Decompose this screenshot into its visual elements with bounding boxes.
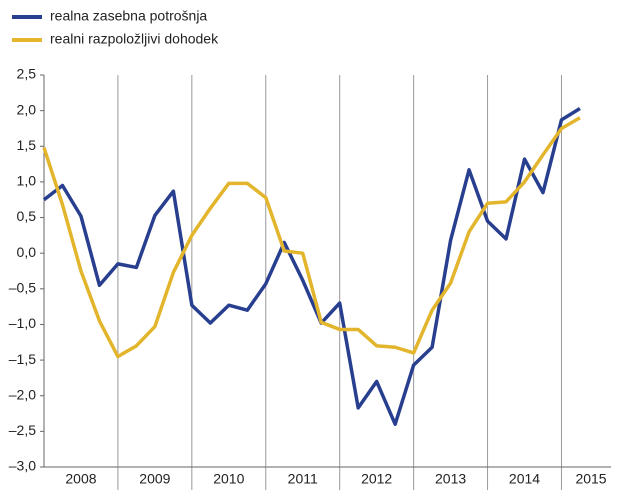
x-tick-label: 2011 <box>288 471 318 487</box>
x-tick-label: 2013 <box>435 471 466 487</box>
series-line <box>42 116 581 359</box>
x-tick-label: 2009 <box>139 471 170 487</box>
y-tick-label: 2,5 <box>17 66 37 82</box>
y-tick-label: –2,0 <box>9 386 36 402</box>
x-tick-label: 2014 <box>509 471 540 487</box>
y-tick-label: –1,0 <box>9 315 36 331</box>
legend-label: realni razpoložljivi dohodek <box>50 31 219 47</box>
x-tick-label: 2012 <box>361 471 392 487</box>
series-line <box>42 107 581 426</box>
x-tick-label: 2015 <box>575 471 606 487</box>
x-tick-label: 2010 <box>213 471 244 487</box>
x-tick-label: 2008 <box>65 471 96 487</box>
y-tick-label: –3,0 <box>9 458 36 474</box>
y-tick-label: 1,5 <box>17 137 37 153</box>
y-tick-label: 2,0 <box>17 101 37 117</box>
y-tick-label: 0,0 <box>17 244 37 260</box>
y-tick-label: –1,5 <box>9 351 36 367</box>
y-tick-label: 0,5 <box>17 208 37 224</box>
y-tick-label: –0,5 <box>9 280 36 296</box>
y-tick-label: 1,0 <box>17 173 37 189</box>
legend-label: realna zasebna potrošnja <box>50 8 207 24</box>
y-tick-label: –2,5 <box>9 422 36 438</box>
